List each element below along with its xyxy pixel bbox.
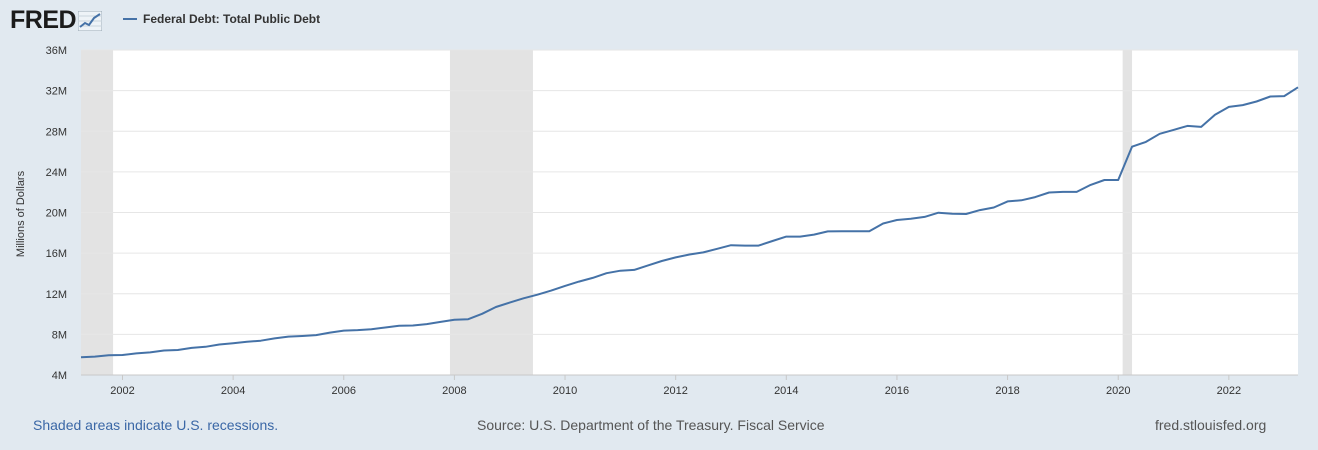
x-tick-label: 2014 xyxy=(774,385,798,397)
chart-legend: Federal Debt: Total Public Debt xyxy=(123,12,320,26)
x-tick-label: 2004 xyxy=(221,385,245,397)
y-axis-title: Millions of Dollars xyxy=(15,170,27,257)
legend-series-label: Federal Debt: Total Public Debt xyxy=(143,12,321,26)
x-tick-label: 2016 xyxy=(885,385,909,397)
y-tick-label: 16M xyxy=(46,248,67,260)
x-tick-label: 2018 xyxy=(995,385,1019,397)
y-tick-label: 24M xyxy=(46,167,67,179)
y-tick-label: 20M xyxy=(46,208,67,220)
y-tick-label: 28M xyxy=(46,126,67,138)
x-axis-ticks: 2002 2004 2006 2008 2010 2012 2014 2016 2018 2020… xyxy=(110,375,1241,397)
x-tick-label: 2022 xyxy=(1217,385,1241,397)
y-tick-label: 12M xyxy=(46,289,67,301)
x-tick-label: 2002 xyxy=(110,385,134,397)
x-tick-label: 2006 xyxy=(332,385,356,397)
logo-text: FRED xyxy=(10,6,77,34)
x-tick-label: 2020 xyxy=(1106,385,1130,397)
y-axis-ticks: 4M 8M 12M 16M 20M 24M 28M 32M 36M xyxy=(46,45,67,382)
series-line xyxy=(80,86,1299,359)
x-tick-label: 2012 xyxy=(663,385,687,397)
chart-header: FRED Federal Debt: Total Public Debt xyxy=(0,0,1318,40)
x-tick-label: 2010 xyxy=(553,385,577,397)
y-tick-label: 32M xyxy=(46,86,67,98)
legend-swatch xyxy=(123,18,137,20)
recession-note[interactable]: Shaded areas indicate U.S. recessions. xyxy=(33,417,279,433)
trend-graph-icon xyxy=(78,10,103,31)
series-layer xyxy=(80,86,1299,359)
fred-logo[interactable]: FRED xyxy=(10,6,103,35)
y-tick-label: 4M xyxy=(52,370,67,382)
site-url[interactable]: fred.stlouisfed.org xyxy=(1155,417,1267,433)
y-tick-label: 8M xyxy=(52,329,67,341)
y-tick-label: 36M xyxy=(46,45,67,57)
gridlines xyxy=(81,49,1298,376)
source-note: Source: U.S. Department of the Treasury.… xyxy=(477,417,825,433)
x-tick-label: 2008 xyxy=(442,385,466,397)
